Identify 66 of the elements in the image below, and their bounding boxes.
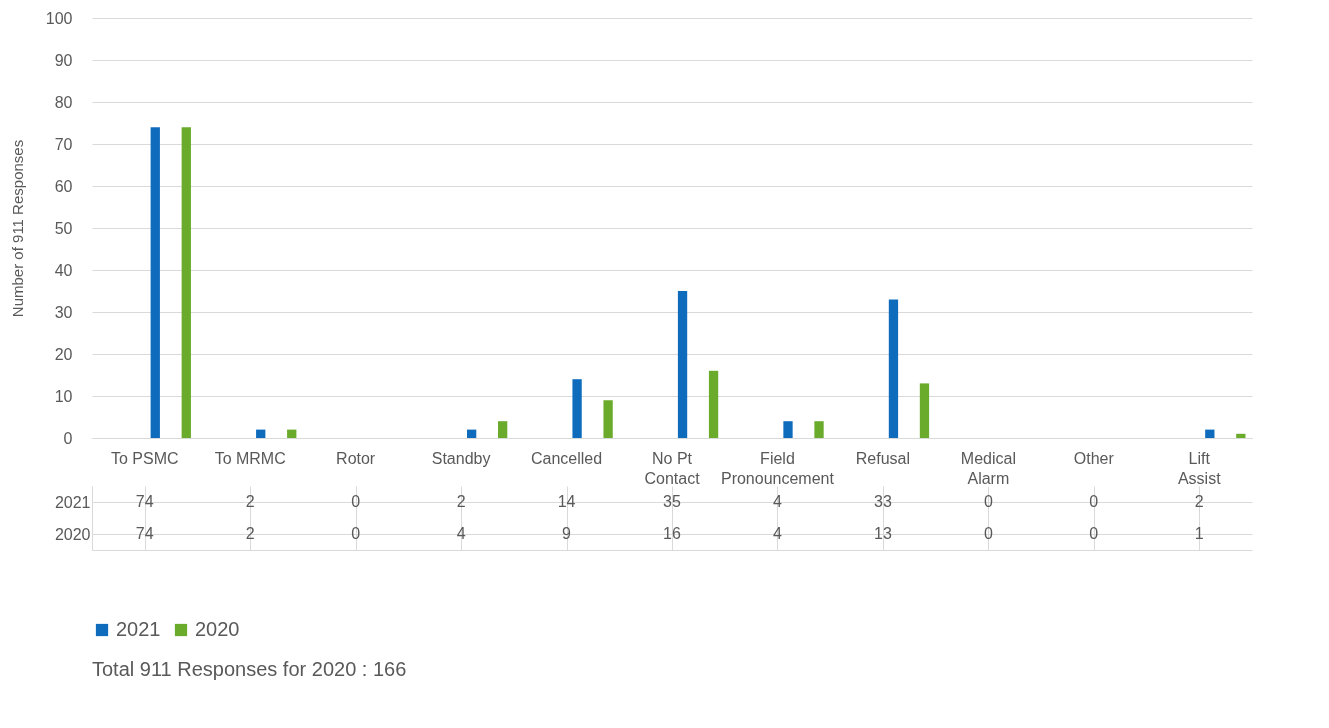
y-axis-title: Number of 911 Responses <box>8 139 26 318</box>
bar <box>708 370 719 438</box>
data-label: 4 <box>456 525 466 542</box>
data-label: 33 <box>874 493 892 510</box>
x-tick-label: Lift Assist <box>1177 449 1222 487</box>
bar <box>498 421 508 438</box>
x-tick-label: Field Pronouncement <box>720 449 835 487</box>
bar <box>150 127 160 438</box>
x-tick-label: To MRMC <box>214 449 286 467</box>
bar <box>572 379 582 438</box>
y-tick-label: 80 <box>54 93 73 111</box>
data-label: 74 <box>135 525 154 542</box>
text: 2020 <box>54 525 91 543</box>
data-label: 0 <box>983 493 993 510</box>
x-tick-label: Refusal <box>855 449 911 467</box>
bar <box>256 429 266 438</box>
y-tick-label: 60 <box>54 177 73 195</box>
data-label: 0 <box>1089 493 1099 510</box>
bar <box>919 383 930 438</box>
data-label: 0 <box>351 525 361 542</box>
data-label: 0 <box>983 525 993 542</box>
bar <box>814 421 824 438</box>
data-label: 1 <box>1194 525 1204 542</box>
y-tick-label: 30 <box>54 303 73 321</box>
x-tick-label: Other <box>1073 449 1115 467</box>
bar <box>1205 429 1215 438</box>
data-label: 4 <box>773 525 782 542</box>
bar <box>466 429 477 438</box>
y-tick-label: 10 <box>54 387 73 405</box>
data-label: 13 <box>874 525 892 542</box>
bar <box>677 291 688 438</box>
legend-label: 2020 <box>195 618 240 640</box>
data-label: 9 <box>562 525 572 542</box>
bar <box>888 299 899 438</box>
data-label: 2 <box>245 493 255 510</box>
data-label: 74 <box>135 493 154 510</box>
data-label: 2 <box>1194 493 1204 510</box>
bar <box>287 429 297 438</box>
data-label: 14 <box>557 493 576 510</box>
x-tick-label: Cancelled <box>530 449 603 467</box>
y-tick-label: 50 <box>54 219 73 237</box>
x-tick-label: Standby <box>431 449 491 467</box>
x-tick-label: To PSMC <box>110 449 179 467</box>
bar <box>1236 433 1246 438</box>
bar <box>603 400 613 438</box>
x-tick-label: Medical Alarm <box>960 449 1016 487</box>
x-tick-label: No Pt Contact <box>644 449 701 487</box>
y-tick-label: 70 <box>54 135 73 153</box>
data-label: 0 <box>351 493 361 510</box>
data-label: 2 <box>245 525 255 542</box>
bar <box>181 127 191 438</box>
bar <box>783 421 793 438</box>
y-tick-label: 0 <box>63 429 73 447</box>
y-tick-label: 90 <box>54 51 73 69</box>
data-label: 35 <box>663 493 681 510</box>
data-label: 16 <box>663 525 681 542</box>
text: 2021 <box>54 493 91 511</box>
legend-label: 2021 <box>116 618 161 640</box>
text: Total 911 Responses for 2020 : 166 <box>92 658 407 680</box>
data-label: 2 <box>456 493 466 510</box>
y-tick-label: 20 <box>54 345 73 363</box>
data-label: 4 <box>773 493 782 510</box>
y-tick-label: 40 <box>54 261 73 279</box>
y-tick-label: 100 <box>45 9 73 27</box>
x-tick-label: Rotor <box>336 449 376 467</box>
data-label: 0 <box>1089 525 1099 542</box>
